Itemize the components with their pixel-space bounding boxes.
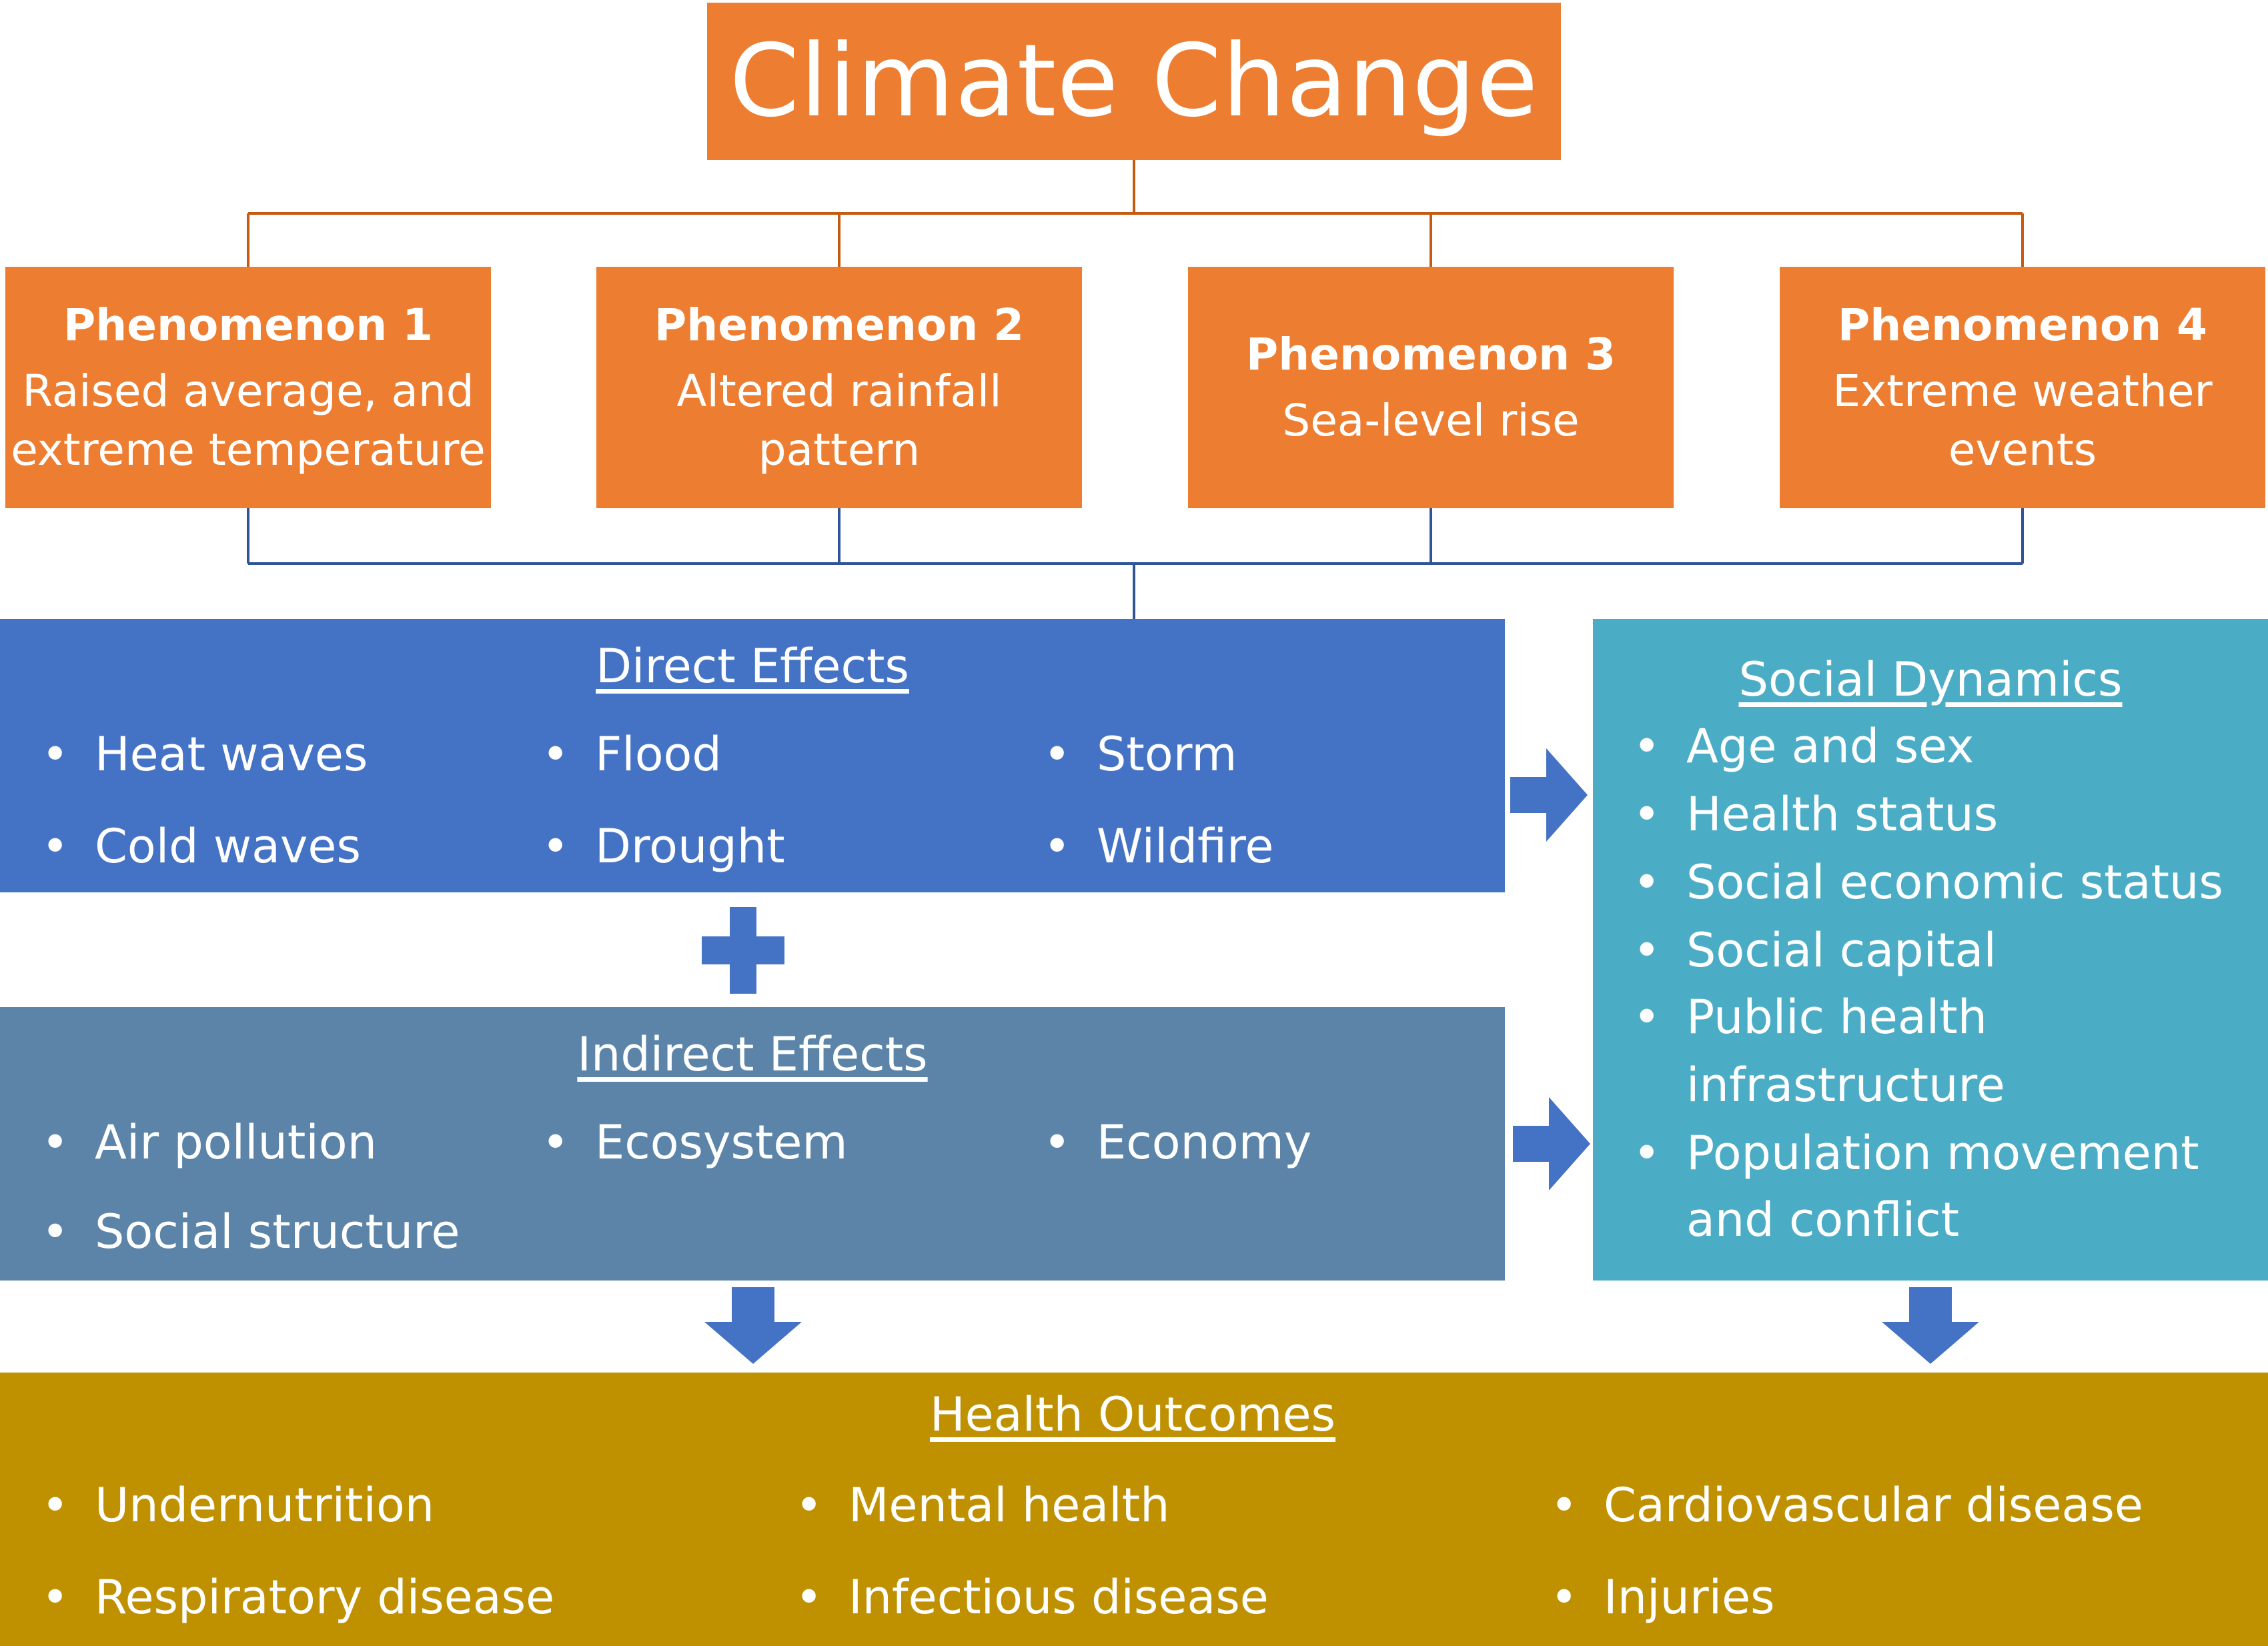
indirect-effect-item: • Economy [1043, 1115, 1312, 1170]
arrow-indirect-to-social [1513, 1097, 1590, 1190]
health-outcome-item: • Mental health [795, 1478, 1170, 1533]
phenomenon-4-box: Phenomenon 4 Extreme weather events [1780, 267, 2265, 508]
health-outcome-item: • Respiratory disease [41, 1570, 555, 1625]
phenomenon-4-desc-line-2: events [1948, 424, 2097, 476]
arrow-indirect-to-health [704, 1287, 802, 1364]
phenomenon-4-title: Phenomenon 4 [1837, 299, 2208, 351]
plus-icon [702, 907, 784, 994]
indirect-effects-box: Indirect Effects • Air pollution • Ecosyst… [0, 1007, 1505, 1281]
direct-effect-item: • Cold waves [41, 819, 361, 874]
direct-effect-item: • Heat waves [41, 727, 368, 782]
social-dynamics-item: • Social economic status [1633, 855, 2223, 910]
phenomenon-3-title: Phenomenon 3 [1245, 329, 1616, 380]
direct-effect-item: • Drought [542, 819, 785, 874]
health-outcome-item: • Cardiovascular disease [1550, 1478, 2143, 1533]
social-dynamics-item: • Health status [1633, 787, 1999, 842]
phenomenon-3-box: Phenomenon 3 Sea-level rise [1188, 267, 1674, 508]
social-dynamics-heading: Social Dynamics [1738, 652, 2123, 707]
social-dynamics-item: • Social capital [1633, 923, 1997, 978]
climate-change-title-box: Climate Change [707, 3, 1561, 160]
health-outcome-item: • Undernutrition [41, 1478, 435, 1533]
direct-effects-box: Direct Effects • Heat waves • Flood • Storm… [0, 619, 1505, 892]
direct-effects-heading: Direct Effects [596, 639, 909, 694]
health-outcome-item: • Infectious disease [795, 1570, 1269, 1625]
phenomenon-2-desc-line-1: Altered rainfall [676, 365, 1002, 417]
arrow-direct-to-social [1510, 748, 1588, 842]
indirect-effect-item: • Air pollution [41, 1115, 377, 1170]
phenomenon-1-box: Phenomenon 1 Raised average, and extreme… [5, 267, 491, 508]
indirect-effect-item: • Social structure [41, 1204, 460, 1259]
social-dynamics-item: • Population movement [1633, 1126, 2199, 1180]
phenomenon-2-desc-line-2: pattern [758, 424, 921, 476]
direct-effect-item: • Wildfire [1043, 819, 1274, 874]
direct-effect-item: • Storm [1043, 727, 1237, 782]
indirect-effect-item: • Ecosystem [542, 1115, 848, 1170]
social-dynamics-item: • Public health [1633, 990, 1988, 1044]
title-connector [247, 160, 2024, 267]
climate-change-title: Climate Change [729, 23, 1539, 139]
phenomenon-4-desc-line-1: Extreme weather [1832, 365, 2213, 417]
social-dynamics-item: • Age and sex [1633, 719, 1974, 774]
health-outcomes-heading: Health Outcomes [929, 1387, 1336, 1442]
social-dynamics-box: Social Dynamics • Age and sex • Health sta… [1593, 619, 2268, 1281]
phenomena-connector [247, 508, 2024, 619]
health-outcomes-box: Health Outcomes • Undernutrition • Mental … [0, 1373, 2268, 1646]
phenomenon-1-title: Phenomenon 1 [63, 299, 434, 351]
direct-effect-item: • Flood [542, 727, 722, 782]
phenomenon-1-desc-line-2: extreme temperature [11, 424, 486, 476]
arrow-social-to-health [1882, 1287, 1979, 1364]
phenomenon-2-box: Phenomenon 2 Altered rainfall pattern [596, 267, 1082, 508]
phenomenon-3-desc-line-1: Sea-level rise [1282, 395, 1580, 446]
social-dynamics-item-continued: and conflict [1686, 1192, 1960, 1247]
phenomenon-1-desc-line-1: Raised average, and [22, 365, 474, 417]
social-dynamics-item-continued: infrastructure [1686, 1058, 2005, 1112]
phenomenon-2-title: Phenomenon 2 [654, 299, 1025, 351]
health-outcome-item: • Injuries [1550, 1570, 1775, 1625]
indirect-effects-heading: Indirect Effects [577, 1027, 928, 1082]
